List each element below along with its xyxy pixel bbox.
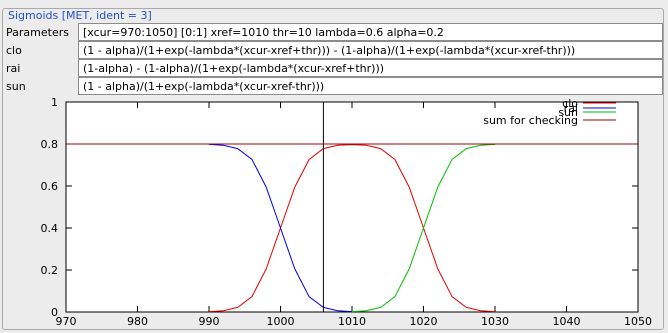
parameters-label: Parameters [6, 26, 69, 39]
clo-row: clo [0, 41, 668, 61]
parameters-row: Parameters [0, 23, 668, 43]
y-tick-label: 0.8 [41, 138, 59, 151]
y-tick-label: 0 [51, 306, 58, 319]
parameters-input[interactable] [78, 23, 663, 41]
x-tick-label: 990 [199, 315, 220, 328]
plot-area [65, 101, 639, 313]
series-line-clo [208, 144, 496, 313]
x-tick-label: 1010 [338, 315, 366, 328]
sigmoid-chart: 970 980 990 1000 1010 1020 1030 1040 1050 0 0.2 0.4… [41, 96, 653, 328]
legend-label: clo [562, 97, 578, 110]
rai-row: rai [0, 59, 668, 79]
sun-formula-input[interactable] [78, 77, 663, 95]
series-line-sun [351, 143, 496, 313]
y-tick-label: 0.6 [41, 180, 59, 193]
rai-label: rai [6, 62, 21, 75]
sigmoids-group: Sigmoids [MET, ident = 3] [2, 8, 664, 330]
legend-label: rai [564, 102, 578, 115]
y-tick-label: 0.4 [41, 222, 59, 235]
sun-row: sun [0, 77, 668, 97]
sun-label: sun [6, 80, 26, 93]
series-line-rai [208, 143, 353, 313]
x-tick-label: 970 [56, 315, 77, 328]
x-tick-label: 1050 [624, 315, 652, 328]
x-tick-label: 1030 [481, 315, 509, 328]
x-tick-label: 1040 [553, 315, 581, 328]
legend-label: sum for checking [483, 114, 578, 127]
y-tick-label: 1 [51, 96, 58, 109]
group-title: Sigmoids [MET, ident = 3] [6, 9, 154, 22]
clo-label: clo [6, 44, 22, 57]
rai-formula-input[interactable] [78, 59, 663, 77]
x-tick-label: 980 [127, 315, 148, 328]
x-tick-label: 1020 [410, 315, 438, 328]
legend-label: sun [558, 106, 578, 119]
x-tick-label: 1000 [267, 315, 295, 328]
y-tick-label: 0.2 [41, 264, 59, 277]
clo-formula-input[interactable] [78, 41, 663, 59]
